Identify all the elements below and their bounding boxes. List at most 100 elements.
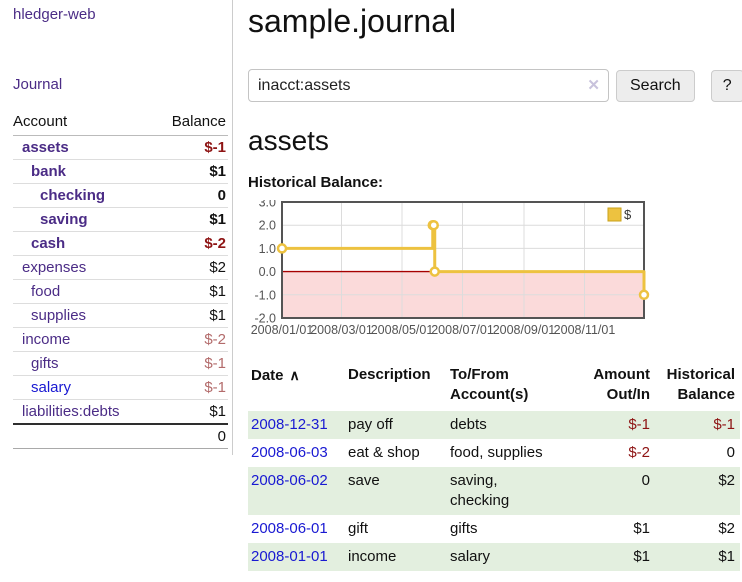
transaction-balance: $2 <box>655 467 740 515</box>
search-input[interactable] <box>248 69 609 102</box>
chart-svg: $3.0 2.0 1.0 0.0 -1.0 -2.02008/01/012008/03/0… <box>251 200 650 337</box>
account-balance: $1 <box>154 303 228 328</box>
account-link[interactable]: bank <box>31 163 67 180</box>
transaction-amount: $1 <box>633 520 650 537</box>
x-tick-label: 2008/03/01 <box>310 323 373 337</box>
transaction-description: pay off <box>345 411 447 439</box>
account-link[interactable]: expenses <box>22 259 87 276</box>
transaction-row: 2008-01-01 income salary $1 $1 <box>248 543 740 571</box>
transaction-date-link[interactable]: 2008-06-03 <box>251 444 328 461</box>
search-button[interactable]: Search <box>616 69 695 102</box>
register-col-amount: Amount Out/In <box>593 366 650 403</box>
account-link[interactable]: assets <box>22 139 69 156</box>
account-row: salary $-1 <box>13 375 228 400</box>
accounts-col-account: Account <box>13 110 155 136</box>
x-tick-label: 2008/07/01 <box>431 323 494 337</box>
register-col-historical: Historical Balance <box>666 366 735 403</box>
account-row: supplies $1 <box>13 303 228 328</box>
transaction-balance: $1 <box>655 543 740 571</box>
x-tick-label: 2008/05/01 <box>371 323 434 337</box>
register-col-tofrom: To/From Account(s) <box>450 366 529 403</box>
page-title: sample.journal <box>248 3 457 39</box>
account-balance: $1 <box>154 399 228 424</box>
transaction-date-link[interactable]: 2008-06-01 <box>251 520 328 537</box>
search-form: ✕ Search ? <box>248 69 742 102</box>
transaction-row: 2008-12-31 pay off debts $-1 $-1 <box>248 411 740 439</box>
transaction-description: gift <box>348 520 369 537</box>
transaction-description: save <box>345 467 447 515</box>
account-row: expenses $2 <box>13 255 228 280</box>
account-heading: assets <box>248 125 329 156</box>
x-tick-label: 2008/11/01 <box>554 323 616 337</box>
account-link[interactable]: food <box>31 283 61 300</box>
account-balance: $-1 <box>154 375 228 400</box>
transaction-amount: $-1 <box>580 411 655 439</box>
account-row: income $-2 <box>13 327 228 352</box>
account-link[interactable]: liabilities:debts <box>22 403 120 420</box>
data-point-marker <box>429 266 440 277</box>
account-link[interactable]: supplies <box>31 307 87 324</box>
y-tick-label: 1.0 <box>259 242 276 256</box>
transaction-description: income <box>345 543 447 571</box>
register-col-date[interactable]: Date ∧ <box>251 367 300 384</box>
data-point-marker <box>638 289 650 301</box>
accounts-total-value: 0 <box>154 423 228 449</box>
y-tick-label: -2.0 <box>254 312 276 326</box>
account-link[interactable]: cash <box>31 235 66 252</box>
account-link[interactable]: income <box>22 331 71 348</box>
transaction-balance: 0 <box>726 444 735 461</box>
account-link[interactable]: checking <box>40 187 106 204</box>
transaction-accounts: food, supplies <box>450 444 543 461</box>
account-row: checking 0 <box>13 183 228 208</box>
legend-swatch <box>607 207 622 222</box>
transaction-date-link[interactable]: 2008-12-31 <box>251 416 328 433</box>
account-row: food $1 <box>13 279 228 304</box>
account-row: assets $-1 <box>13 135 228 160</box>
legend-label: $ <box>624 207 632 222</box>
historical-balance-chart: $3.0 2.0 1.0 0.0 -1.0 -2.0 2008/01/01 2008/03/0… <box>248 200 742 348</box>
account-balance: $1 <box>154 279 228 304</box>
transaction-amount: $-2 <box>628 444 650 461</box>
account-row: gifts $-1 <box>13 351 228 376</box>
sidebar-nav: Journal <box>13 76 228 94</box>
search-input-wrap: ✕ <box>248 69 609 102</box>
accounts-total-row: 0 <box>13 423 228 449</box>
account-link[interactable]: saving <box>40 211 88 228</box>
y-tick-label: 3.0 <box>259 200 276 210</box>
register-table: Date ∧ Description To/From Account(s) Amount… <box>248 363 740 571</box>
transaction-balance: $2 <box>718 520 735 537</box>
transaction-date-link[interactable]: 2008-06-02 <box>251 472 328 489</box>
transaction-amount: 0 <box>580 467 655 515</box>
transaction-accounts: saving, checking <box>447 467 580 515</box>
y-tick-label: -1.0 <box>254 288 276 302</box>
x-tick-label: 2008/09/01 <box>493 323 556 337</box>
help-button[interactable]: ? <box>710 69 742 102</box>
data-point-marker <box>276 243 288 254</box>
register-col-description: Description <box>348 366 431 383</box>
account-link[interactable]: gifts <box>31 355 59 372</box>
sort-asc-icon[interactable]: ∧ <box>289 367 300 383</box>
account-row: liabilities:debts $1 <box>13 399 228 424</box>
transaction-row: 2008-06-03 eat & shop food, supplies $-2 0 <box>248 439 740 467</box>
transaction-balance: $-1 <box>655 411 740 439</box>
account-row: bank $1 <box>13 159 228 184</box>
account-balance: $1 <box>154 207 228 232</box>
account-balance: $2 <box>154 255 228 280</box>
transaction-amount: $1 <box>580 543 655 571</box>
accounts-col-balance: Balance <box>154 110 228 136</box>
transaction-date-link[interactable]: 2008-01-01 <box>251 548 328 565</box>
account-balance: $-2 <box>154 231 228 256</box>
account-link[interactable]: salary <box>31 379 72 396</box>
brand: hledger-web <box>13 6 228 24</box>
sidebar-item-journal[interactable]: Journal <box>13 76 63 93</box>
main-content: sample.journal ✕ Search ? assets Histori… <box>233 0 742 571</box>
transaction-accounts: salary <box>447 543 580 571</box>
accounts-table: Account Balance assets $-1 bank $1 checking 0… <box>13 110 228 449</box>
clear-search-icon[interactable]: ✕ <box>587 77 600 94</box>
transaction-description: eat & shop <box>348 444 420 461</box>
account-balance: $-1 <box>154 135 228 160</box>
y-tick-label: 2.0 <box>259 219 276 233</box>
brand-link[interactable]: hledger-web <box>13 6 96 23</box>
sidebar: hledger-web Journal Account Balance asse… <box>0 0 233 455</box>
